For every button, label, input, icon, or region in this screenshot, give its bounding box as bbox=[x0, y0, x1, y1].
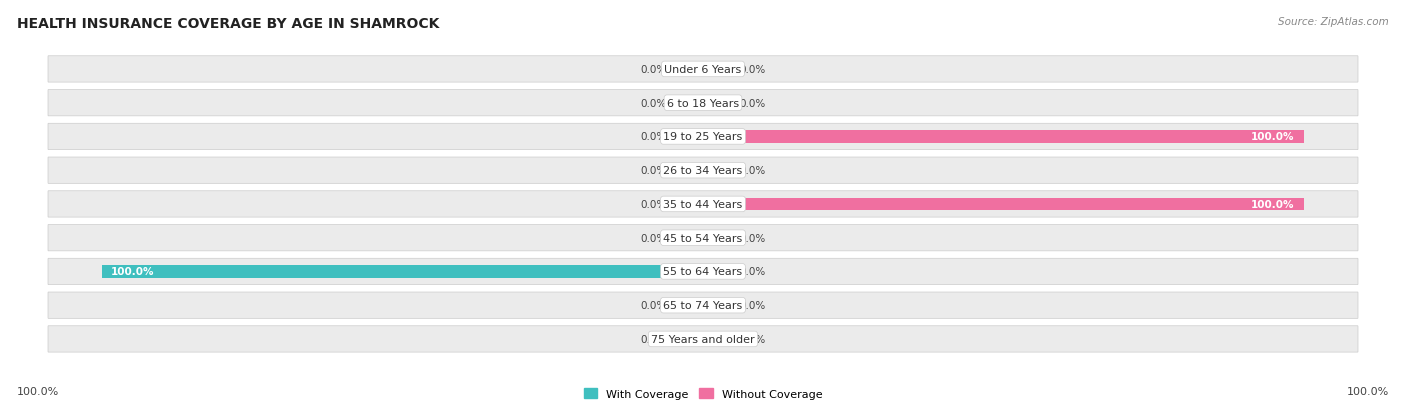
Text: 26 to 34 Years: 26 to 34 Years bbox=[664, 166, 742, 176]
Bar bbox=[673, 131, 703, 143]
Text: 0.0%: 0.0% bbox=[740, 233, 765, 243]
Bar bbox=[703, 198, 1303, 211]
Text: 0.0%: 0.0% bbox=[740, 166, 765, 176]
FancyBboxPatch shape bbox=[48, 124, 1358, 150]
Bar bbox=[703, 164, 733, 177]
Text: 19 to 25 Years: 19 to 25 Years bbox=[664, 132, 742, 142]
Text: HEALTH INSURANCE COVERAGE BY AGE IN SHAMROCK: HEALTH INSURANCE COVERAGE BY AGE IN SHAM… bbox=[17, 17, 439, 31]
Bar bbox=[673, 64, 703, 76]
Bar bbox=[703, 97, 733, 110]
Text: 100.0%: 100.0% bbox=[1347, 387, 1389, 396]
Text: 0.0%: 0.0% bbox=[740, 334, 765, 344]
Text: 65 to 74 Years: 65 to 74 Years bbox=[664, 300, 742, 311]
Text: 0.0%: 0.0% bbox=[740, 300, 765, 311]
Bar bbox=[703, 299, 733, 312]
FancyBboxPatch shape bbox=[48, 90, 1358, 116]
Text: 100.0%: 100.0% bbox=[111, 267, 155, 277]
Text: 0.0%: 0.0% bbox=[641, 65, 666, 75]
FancyBboxPatch shape bbox=[48, 191, 1358, 218]
Bar bbox=[703, 232, 733, 244]
FancyBboxPatch shape bbox=[48, 225, 1358, 251]
Bar bbox=[673, 333, 703, 345]
Text: 0.0%: 0.0% bbox=[641, 199, 666, 209]
Bar bbox=[703, 131, 1303, 143]
Text: 100.0%: 100.0% bbox=[17, 387, 59, 396]
FancyBboxPatch shape bbox=[48, 158, 1358, 184]
Text: 0.0%: 0.0% bbox=[641, 233, 666, 243]
FancyBboxPatch shape bbox=[48, 326, 1358, 352]
Text: 6 to 18 Years: 6 to 18 Years bbox=[666, 98, 740, 109]
Bar bbox=[703, 64, 733, 76]
Legend: With Coverage, Without Coverage: With Coverage, Without Coverage bbox=[579, 384, 827, 404]
Text: 35 to 44 Years: 35 to 44 Years bbox=[664, 199, 742, 209]
Text: 0.0%: 0.0% bbox=[641, 334, 666, 344]
Bar bbox=[703, 266, 733, 278]
Text: 0.0%: 0.0% bbox=[740, 65, 765, 75]
Text: 0.0%: 0.0% bbox=[641, 98, 666, 109]
Text: 0.0%: 0.0% bbox=[641, 300, 666, 311]
Bar bbox=[673, 164, 703, 177]
Text: 45 to 54 Years: 45 to 54 Years bbox=[664, 233, 742, 243]
Text: 0.0%: 0.0% bbox=[740, 267, 765, 277]
Text: Under 6 Years: Under 6 Years bbox=[665, 65, 741, 75]
Text: 55 to 64 Years: 55 to 64 Years bbox=[664, 267, 742, 277]
FancyBboxPatch shape bbox=[48, 57, 1358, 83]
Bar bbox=[673, 232, 703, 244]
Bar bbox=[673, 299, 703, 312]
FancyBboxPatch shape bbox=[48, 292, 1358, 318]
Bar bbox=[703, 333, 733, 345]
Text: 0.0%: 0.0% bbox=[641, 132, 666, 142]
Bar bbox=[673, 198, 703, 211]
Text: 0.0%: 0.0% bbox=[740, 98, 765, 109]
Bar bbox=[103, 266, 703, 278]
Bar bbox=[673, 97, 703, 110]
Text: 100.0%: 100.0% bbox=[1251, 199, 1295, 209]
Text: 0.0%: 0.0% bbox=[641, 166, 666, 176]
Text: 75 Years and older: 75 Years and older bbox=[651, 334, 755, 344]
FancyBboxPatch shape bbox=[48, 259, 1358, 285]
Text: 100.0%: 100.0% bbox=[1251, 132, 1295, 142]
Text: Source: ZipAtlas.com: Source: ZipAtlas.com bbox=[1278, 17, 1389, 26]
